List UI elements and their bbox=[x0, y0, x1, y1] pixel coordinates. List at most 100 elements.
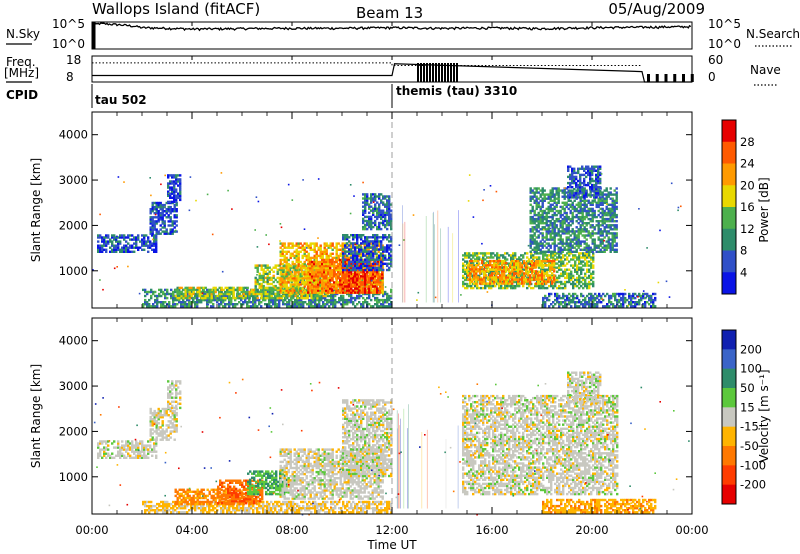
heatmap-cell bbox=[220, 301, 223, 304]
heatmap-cell bbox=[236, 286, 239, 290]
heatmap-cell bbox=[113, 238, 116, 241]
heatmap-cell bbox=[592, 266, 595, 269]
heatmap-cell bbox=[153, 216, 156, 219]
heatmap-cell bbox=[121, 250, 124, 253]
heatmap-cell bbox=[309, 244, 312, 247]
heatmap-cell bbox=[344, 252, 347, 255]
heatmap-cell bbox=[254, 294, 257, 298]
heatmap-cell bbox=[334, 294, 337, 298]
heatmap-cell bbox=[592, 270, 595, 273]
heatmap-cell bbox=[378, 301, 381, 304]
heatmap-cell bbox=[333, 281, 336, 284]
heatmap-cell bbox=[315, 289, 318, 292]
heatmap-cell bbox=[242, 296, 245, 300]
heatmap-cell bbox=[228, 290, 231, 294]
heatmap-cell bbox=[291, 287, 294, 290]
heatmap-cell bbox=[292, 301, 295, 304]
heatmap-cell bbox=[368, 294, 371, 298]
heatmap-cell bbox=[294, 305, 297, 308]
heatmap-cell bbox=[198, 288, 201, 292]
heatmap-cell bbox=[172, 301, 175, 304]
heatmap-cell bbox=[125, 240, 128, 243]
heatmap-cell bbox=[390, 294, 393, 298]
heatmap-cell bbox=[380, 298, 383, 302]
heatmap-cell bbox=[329, 285, 332, 288]
heatmap-cell bbox=[173, 194, 176, 197]
heatmap-cell bbox=[202, 298, 205, 302]
heatmap-cell bbox=[133, 250, 136, 253]
heatmap-cell bbox=[313, 248, 316, 251]
heatmap-cell bbox=[382, 294, 385, 298]
heatmap-cell bbox=[322, 305, 325, 308]
heatmap-cell bbox=[175, 188, 178, 191]
heatmap-cell bbox=[149, 242, 152, 245]
heatmap-cell bbox=[350, 266, 353, 270]
heatmap-cell bbox=[222, 294, 225, 298]
heatmap-cell bbox=[313, 260, 316, 264]
heatmap-cell bbox=[314, 296, 317, 300]
heatmap-cell bbox=[291, 254, 294, 258]
heatmap-cell bbox=[115, 236, 118, 239]
heatmap-cell bbox=[293, 289, 296, 292]
heatmap-cell bbox=[339, 271, 342, 274]
heatmap-cell bbox=[370, 285, 373, 288]
heatmap-cell bbox=[572, 274, 575, 278]
heatmap-cell bbox=[151, 228, 154, 231]
heatmap-cell bbox=[301, 277, 304, 280]
heatmap-cell bbox=[177, 192, 180, 195]
heatmap-cell bbox=[287, 281, 290, 284]
heatmap-cell bbox=[305, 291, 308, 294]
heatmap-cell bbox=[290, 298, 293, 302]
heatmap-cell bbox=[330, 298, 333, 302]
heatmap-cell bbox=[200, 298, 203, 302]
heatmap-cell bbox=[376, 234, 379, 237]
heatmap-cell bbox=[315, 273, 318, 276]
heatmap-cell bbox=[258, 276, 261, 280]
heatmap-cell bbox=[327, 258, 330, 262]
heatmap-cell bbox=[342, 289, 345, 292]
heatmap-cell bbox=[297, 262, 300, 266]
heatmap-cell bbox=[321, 256, 324, 260]
heatmap-cell bbox=[299, 273, 302, 276]
heatmap-cell bbox=[246, 296, 249, 300]
heatmap-cell bbox=[155, 216, 158, 219]
heatmap-cell bbox=[377, 264, 380, 268]
heatmap-cell bbox=[281, 285, 284, 288]
heatmap-cell bbox=[278, 268, 281, 271]
heatmap-cell bbox=[336, 301, 339, 304]
heatmap-cell bbox=[325, 252, 328, 255]
heatmap-cell bbox=[354, 305, 357, 308]
heatmap-cell bbox=[309, 262, 312, 266]
heatmap-cell bbox=[355, 285, 358, 288]
heatmap-cell bbox=[171, 208, 174, 211]
heatmap-cell bbox=[301, 246, 304, 249]
heatmap-cell bbox=[99, 248, 102, 251]
heatmap-cell bbox=[303, 291, 306, 294]
heatmap-cell bbox=[285, 252, 288, 255]
heatmap-cell bbox=[360, 268, 363, 272]
heatmap-cell bbox=[173, 188, 176, 191]
heatmap-cell bbox=[170, 292, 173, 296]
heatmap-cell bbox=[167, 205, 170, 209]
heatmap-cell bbox=[206, 290, 209, 294]
heatmap-cell bbox=[279, 262, 282, 266]
heatmap-cell bbox=[163, 232, 166, 235]
heatmap-cell bbox=[169, 180, 172, 183]
heatmap-cell bbox=[155, 212, 158, 215]
heatmap-cell bbox=[256, 268, 259, 271]
heatmap-cell bbox=[374, 298, 377, 302]
heatmap-cell bbox=[258, 274, 261, 278]
heatmap-cell bbox=[355, 244, 358, 247]
heatmap-cell bbox=[364, 291, 367, 294]
heatmap-cell bbox=[338, 298, 341, 302]
heatmap-cell bbox=[315, 283, 318, 286]
heatmap-cell bbox=[374, 277, 377, 280]
heatmap-cell bbox=[372, 254, 375, 257]
heatmap-cell bbox=[322, 303, 325, 306]
heatmap-cell bbox=[238, 288, 241, 292]
heatmap-cell bbox=[274, 303, 277, 306]
heatmap-cell bbox=[371, 244, 374, 247]
heatmap-cell bbox=[111, 248, 114, 251]
heatmap-cell bbox=[173, 226, 176, 229]
heatmap-cell bbox=[364, 292, 367, 296]
